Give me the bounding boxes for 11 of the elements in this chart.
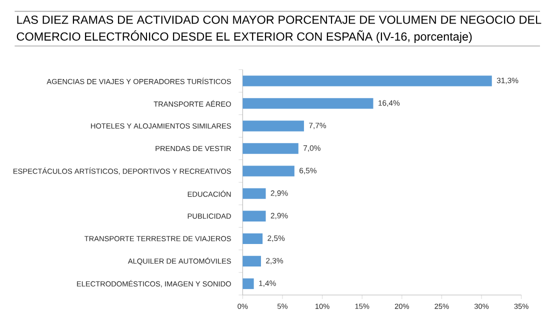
bar (242, 278, 254, 290)
bar (242, 120, 304, 132)
bar (242, 143, 298, 154)
bar (242, 210, 266, 222)
bar (242, 188, 266, 199)
bar (242, 76, 492, 86)
bar (242, 98, 374, 109)
chart-title: LAS DIEZ RAMAS DE ACTIVIDAD CON MAYOR PORCENTAJE DE VOLUMEN DE NEGOCIO DEL COMERCIO ELECTRÓNICO DESDE EL EXTERIOR CON ESPAÑA (IV-16, porcentaje) (16, 16, 542, 44)
bar (242, 256, 261, 267)
bar (242, 233, 263, 244)
bar (242, 166, 294, 176)
